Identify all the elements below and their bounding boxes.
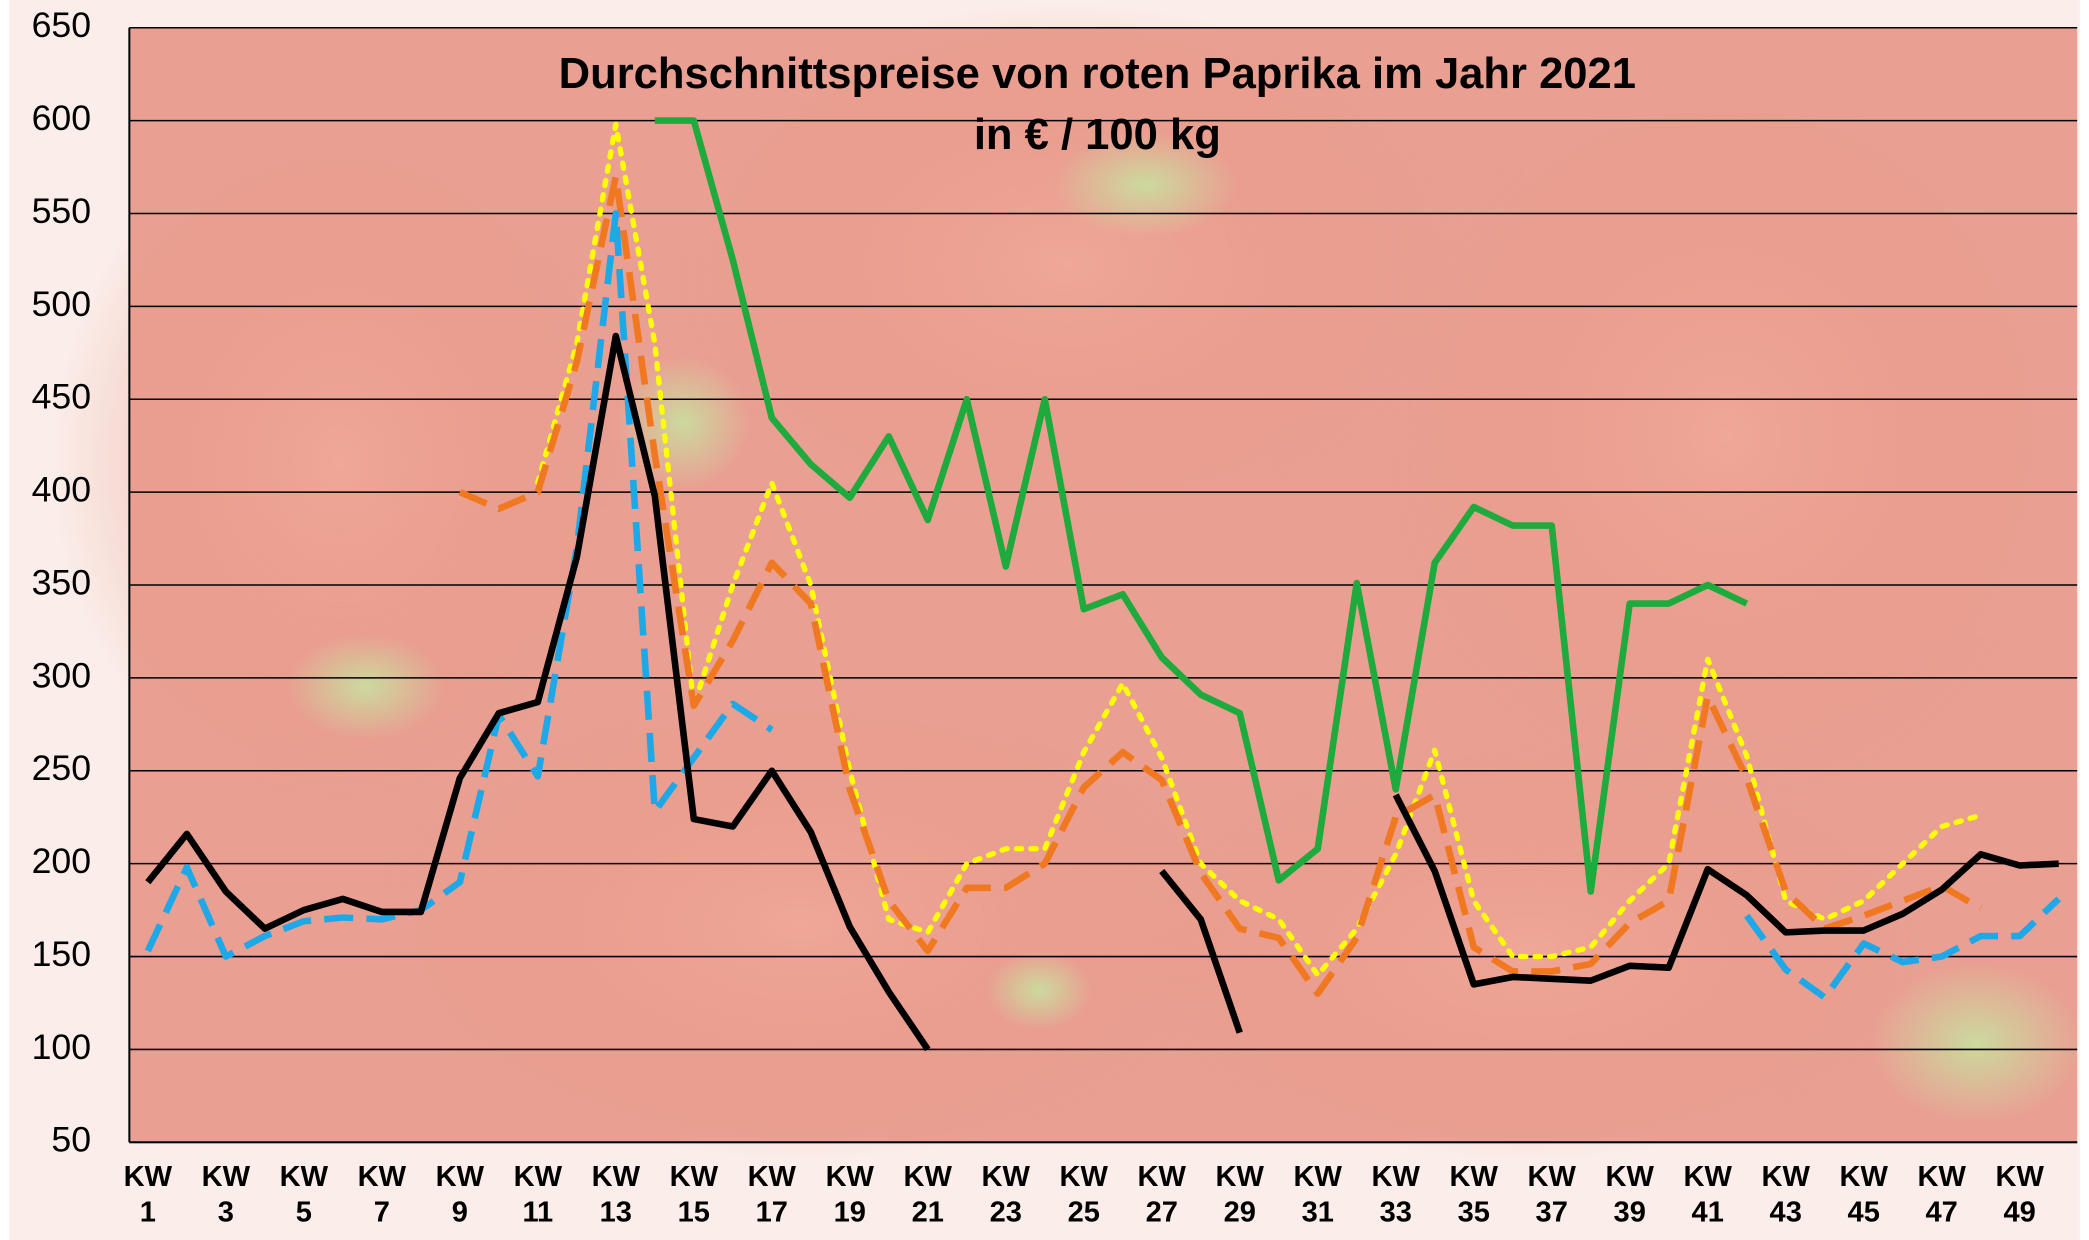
x-tick-label: KW 17 xyxy=(748,1161,797,1229)
y-tick-label: 400 xyxy=(32,470,91,510)
y-tick-label: 300 xyxy=(32,655,91,695)
x-tick-label: KW 33 xyxy=(1372,1161,1421,1229)
x-tick-label: KW 49 xyxy=(1995,1161,2044,1229)
y-tick-label: 550 xyxy=(32,191,91,231)
x-tick-label: KW 37 xyxy=(1528,1161,1577,1229)
y-tick-label: 600 xyxy=(32,98,91,138)
line-series xyxy=(458,173,1983,997)
x-tick-label: KW 39 xyxy=(1606,1161,1655,1229)
y-tick-label: 150 xyxy=(32,934,91,974)
x-tick-label: KW 23 xyxy=(982,1161,1031,1229)
x-tick-label: KW 47 xyxy=(1917,1161,1966,1229)
y-tick-label: 350 xyxy=(32,562,91,602)
y-tick-label: 200 xyxy=(32,841,91,881)
y-tick-label: 50 xyxy=(51,1120,91,1160)
x-tick-label: KW 35 xyxy=(1450,1161,1499,1229)
x-tick-label: KW 45 xyxy=(1839,1161,1888,1229)
line-series xyxy=(535,121,1984,978)
x-tick-label: KW 41 xyxy=(1684,1161,1733,1229)
y-tick-label: 250 xyxy=(32,748,91,788)
y-tick-label: 450 xyxy=(32,377,91,417)
x-tick-label: KW 27 xyxy=(1138,1161,1187,1229)
x-tick-label: KW 9 xyxy=(436,1161,485,1229)
y-tick-label: 650 xyxy=(32,5,91,45)
x-tick-label: KW 31 xyxy=(1294,1161,1343,1229)
line-series xyxy=(654,117,1749,895)
x-tick-label: KW 1 xyxy=(124,1161,173,1229)
chart-title: Durchschnittspreise von roten Paprika im… xyxy=(559,50,1636,98)
chart-subtitle: in € / 100 kg xyxy=(974,111,1221,159)
x-tick-label: KW 11 xyxy=(514,1161,563,1229)
x-tick-label: KW 21 xyxy=(904,1161,953,1229)
y-tick-label: 100 xyxy=(32,1027,91,1067)
y-tick-label: 500 xyxy=(32,284,91,324)
x-tick-label: KW 13 xyxy=(592,1161,641,1229)
line-series xyxy=(145,332,2059,1052)
photo-texture xyxy=(48,0,2083,1163)
x-tick-label: KW 25 xyxy=(1060,1161,1109,1229)
x-tick-label: KW 19 xyxy=(826,1161,875,1229)
x-tick-label: KW 3 xyxy=(202,1161,251,1229)
x-tick-label: KW 29 xyxy=(1216,1161,1265,1229)
x-tick-label: KW 5 xyxy=(280,1161,329,1229)
x-tick-label: KW 7 xyxy=(358,1161,407,1229)
x-tick-label: KW 15 xyxy=(670,1161,719,1229)
line-series xyxy=(144,210,2061,1001)
x-tick-label: KW 43 xyxy=(1762,1161,1811,1229)
